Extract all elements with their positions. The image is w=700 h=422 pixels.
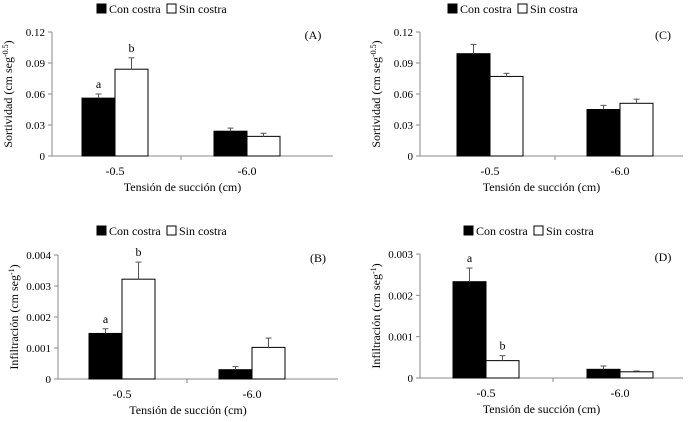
y-axis-label: Infiltración (cm seg-1): [7, 264, 22, 369]
significance-letter: b: [500, 339, 506, 353]
bar: [114, 68, 149, 157]
bar: [251, 346, 286, 380]
legend-label: Sin costra: [530, 2, 578, 16]
significance-letter: a: [103, 312, 109, 326]
y-tick-label: 0.004: [26, 250, 51, 262]
y-tick-label: 0: [408, 373, 414, 385]
bar: [485, 360, 520, 379]
bar: [452, 281, 487, 379]
y-tick-label: 0: [40, 151, 46, 163]
x-tick-label: -0.5: [477, 386, 496, 400]
y-tick-label: 0.001: [26, 343, 51, 355]
legend-swatch: [463, 225, 474, 236]
y-tick-label: 0.001: [388, 332, 413, 344]
legend-swatch: [96, 225, 107, 236]
y-tick-label: 0: [46, 374, 52, 386]
bar: [81, 97, 116, 157]
x-tick-label: -0.5: [106, 164, 125, 178]
panel-label: (B): [310, 251, 326, 265]
y-axis-label: Infiltración (cm seg-1): [369, 263, 384, 368]
y-tick-label: 0.06: [394, 89, 414, 101]
bar: [213, 130, 248, 157]
y-tick-label: 0: [408, 151, 414, 163]
legend-swatch: [517, 3, 528, 14]
y-tick-label: 0.03: [394, 120, 414, 132]
chart-panel: 0 0.03 0.06 0.09 0.12 -0.5 -6.0 Tensión de succ…: [369, 2, 683, 194]
chart-panel: 0 0.001 0.002 0.003 0.004 a b -0.5 -6.0 Tensión d…: [7, 224, 338, 417]
bar: [121, 278, 156, 380]
x-axis-label: Tensión de succión (cm): [124, 180, 241, 194]
bar: [619, 371, 654, 379]
y-tick-label: 0.09: [394, 58, 414, 70]
significance-letter: b: [136, 245, 142, 259]
y-tick-label: 0.003: [388, 249, 413, 261]
y-tick-label: 0.12: [394, 27, 413, 39]
legend-label: Sin costra: [546, 224, 594, 238]
panel-label: (A): [305, 28, 322, 42]
x-tick-label: -6.0: [611, 164, 630, 178]
legend-label: Con costra: [109, 224, 161, 238]
y-tick-label: 0.09: [26, 58, 46, 70]
y-tick-label: 0.03: [26, 120, 46, 132]
panel-label: (C): [655, 28, 671, 42]
x-axis-label: Tensión de succión (cm): [129, 403, 246, 417]
bar: [456, 53, 491, 157]
legend-swatch: [166, 225, 177, 236]
legend-swatch: [166, 3, 177, 14]
x-tick-label: -0.5: [481, 164, 500, 178]
bar: [489, 75, 524, 157]
bar: [619, 102, 654, 157]
bar: [586, 109, 621, 157]
legend-swatch: [96, 3, 107, 14]
legend-label: Sin costra: [179, 2, 227, 16]
x-axis-label: Tensión de succión (cm): [483, 402, 600, 416]
chart-panel: 0 0.001 0.002 0.003 a b -0.5 -6.0 Tensión de suc…: [369, 224, 683, 416]
legend-swatch: [447, 3, 458, 14]
y-tick-label: 0.003: [26, 281, 51, 293]
legend-label: Sin costra: [179, 224, 227, 238]
x-tick-label: -0.5: [113, 387, 132, 401]
y-tick-label: 0.002: [388, 290, 413, 302]
bar: [246, 135, 281, 157]
panel-label: (D): [655, 250, 672, 264]
x-tick-label: -6.0: [238, 164, 257, 178]
bar: [586, 368, 621, 379]
y-tick-label: 0.12: [26, 27, 45, 39]
x-tick-label: -6.0: [611, 386, 630, 400]
legend-swatch: [533, 225, 544, 236]
significance-letter: a: [96, 77, 102, 91]
x-axis-label: Tensión de succión (cm): [483, 180, 600, 194]
legend-label: Con costra: [476, 224, 528, 238]
x-tick-label: -6.0: [243, 387, 262, 401]
y-axis-label: Sortividad (cm seg-0.5): [1, 40, 16, 147]
y-axis-label: Sortividad (cm seg-0.5): [369, 40, 384, 147]
significance-letter: a: [467, 251, 473, 265]
legend-label: Con costra: [109, 2, 161, 16]
significance-letter: b: [129, 41, 135, 55]
chart-panel: 0 0.03 0.06 0.09 0.12 a b -0.5 -6.0 Tensión de su…: [1, 2, 333, 194]
bar: [88, 332, 123, 380]
y-tick-label: 0.06: [26, 89, 46, 101]
legend-label: Con costra: [460, 2, 512, 16]
y-tick-label: 0.002: [26, 312, 51, 324]
bar: [218, 369, 253, 380]
